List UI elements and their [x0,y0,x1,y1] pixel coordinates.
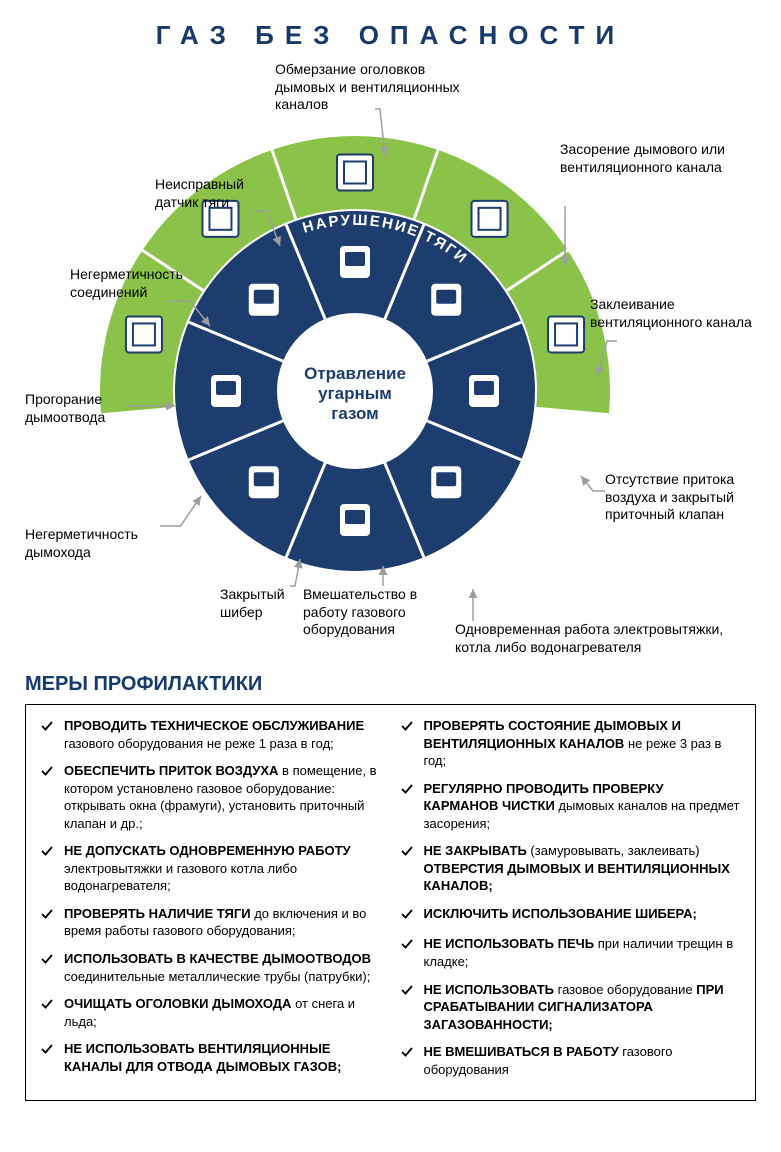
measures-title: МЕРЫ ПРОФИЛАКТИКИ [25,673,756,696]
measure-item: НЕ ЗАКРЫВАТЬ (замуровывать, заклеивать) … [400,842,742,895]
callout-c1: Обмерзание оголовков дымовых и вентиляци… [275,61,475,114]
callout-c7: Закрытый шибер [220,586,300,621]
measure-text: НЕ ВМЕШИВАТЬСЯ В РАБОТУ газового оборудо… [424,1043,742,1078]
page-title: ГАЗ БЕЗ ОПАСНОСТИ [25,20,756,51]
check-icon [400,782,414,801]
callout-c10: Негерметичность соединений [70,266,200,301]
check-icon [400,1045,414,1064]
svg-text:газом: газом [331,404,379,423]
measure-item: ПРОВЕРЯТЬ НАЛИЧИЕ ТЯГИ до включения и во… [40,905,382,940]
check-icon [400,983,414,1002]
check-icon [400,844,414,863]
measure-item: РЕГУЛЯРНО ПРОВОДИТЬ ПРОВЕРКУ КАРМАНОВ ЧИ… [400,780,742,833]
measure-text: РЕГУЛЯРНО ПРОВОДИТЬ ПРОВЕРКУ КАРМАНОВ ЧИ… [424,780,742,833]
measure-item: ИСКЛЮЧИТЬ ИСПОЛЬЗОВАНИЕ ШИБЕРА; [400,905,742,926]
measure-text: ПРОВЕРЯТЬ НАЛИЧИЕ ТЯГИ до включения и во… [64,905,382,940]
check-icon [400,937,414,956]
callout-c3: Заклеивание вентиляционного канала [590,296,755,331]
check-icon [40,907,54,926]
measure-item: ОЧИЩАТЬ ОГОЛОВКИ ДЫМОХОДА от снега и льд… [40,995,382,1030]
measures-right-col: ПРОВЕРЯТЬ СОСТОЯНИЕ ДЫМОВЫХ И ВЕНТИЛЯЦИО… [400,717,742,1088]
svg-text:Отравление: Отравление [304,364,406,383]
check-icon [400,719,414,738]
measure-text: ПРОВОДИТЬ ТЕХНИЧЕСКОЕ ОБСЛУЖИВАНИЕ газов… [64,717,382,752]
callout-c6: Вмешательство в работу газового оборудов… [303,586,453,639]
measure-item: НЕ ИСПОЛЬЗОВАТЬ ВЕНТИЛЯЦИОННЫЕ КАНАЛЫ ДЛ… [40,1040,382,1075]
check-icon [400,907,414,926]
measure-item: НЕ ИСПОЛЬЗОВАТЬ газовое оборудование ПРИ… [400,981,742,1034]
measure-text: ОБЕСПЕЧИТЬ ПРИТОК ВОЗДУХА в помещение, в… [64,762,382,832]
measure-text: НЕ ДОПУСКАТЬ ОДНОВРЕМЕННУЮ РАБОТУ электр… [64,842,382,895]
check-icon [40,952,54,971]
svg-text:угарным: угарным [318,384,392,403]
callout-c5: Одновременная работа электровытяжки, кот… [455,621,755,656]
measure-item: ПРОВЕРЯТЬ СОСТОЯНИЕ ДЫМОВЫХ И ВЕНТИЛЯЦИО… [400,717,742,770]
measure-item: ПРОВОДИТЬ ТЕХНИЧЕСКОЕ ОБСЛУЖИВАНИЕ газов… [40,717,382,752]
measures-box: ПРОВОДИТЬ ТЕХНИЧЕСКОЕ ОБСЛУЖИВАНИЕ газов… [25,704,756,1101]
measure-text: ИСКЛЮЧИТЬ ИСПОЛЬЗОВАНИЕ ШИБЕРА; [424,905,697,923]
measure-item: НЕ ВМЕШИВАТЬСЯ В РАБОТУ газового оборудо… [400,1043,742,1078]
check-icon [40,719,54,738]
callout-c11: Неисправный датчик тяги [155,176,265,211]
measure-text: ПРОВЕРЯТЬ СОСТОЯНИЕ ДЫМОВЫХ И ВЕНТИЛЯЦИО… [424,717,742,770]
measure-text: НЕ ИСПОЛЬЗОВАТЬ ВЕНТИЛЯЦИОННЫЕ КАНАЛЫ ДЛ… [64,1040,382,1075]
measure-text: ОЧИЩАТЬ ОГОЛОВКИ ДЫМОХОДА от снега и льд… [64,995,382,1030]
measure-item: НЕ ДОПУСКАТЬ ОДНОВРЕМЕННУЮ РАБОТУ электр… [40,842,382,895]
measure-text: НЕ ИСПОЛЬЗОВАТЬ газовое оборудование ПРИ… [424,981,742,1034]
callout-c4: Отсутствие притока воздуха и закрытый пр… [605,471,760,524]
check-icon [40,997,54,1016]
measure-text: НЕ ЗАКРЫВАТЬ (замуровывать, заклеивать) … [424,842,742,895]
check-icon [40,764,54,783]
measure-text: ИСПОЛЬЗОВАТЬ В КАЧЕСТВЕ ДЫМООТВОДОВ соед… [64,950,382,985]
check-icon [40,1042,54,1061]
radial-diagram: ОтравлениеугарнымгазомНАРУШЕНИЕ ТЯГИ Обм… [25,61,756,661]
measure-text: НЕ ИСПОЛЬЗОВАТЬ ПЕЧЬ при наличии трещин … [424,935,742,970]
callout-c8: Негерметичность дымохода [25,526,165,561]
callout-c9: Прогорание дымоотвода [25,391,125,426]
check-icon [40,844,54,863]
callout-c2: Засорение дымового или вентиляционного к… [560,141,755,176]
measure-item: ИСПОЛЬЗОВАТЬ В КАЧЕСТВЕ ДЫМООТВОДОВ соед… [40,950,382,985]
measure-item: НЕ ИСПОЛЬЗОВАТЬ ПЕЧЬ при наличии трещин … [400,935,742,970]
measure-item: ОБЕСПЕЧИТЬ ПРИТОК ВОЗДУХА в помещение, в… [40,762,382,832]
measures-left-col: ПРОВОДИТЬ ТЕХНИЧЕСКОЕ ОБСЛУЖИВАНИЕ газов… [40,717,382,1088]
